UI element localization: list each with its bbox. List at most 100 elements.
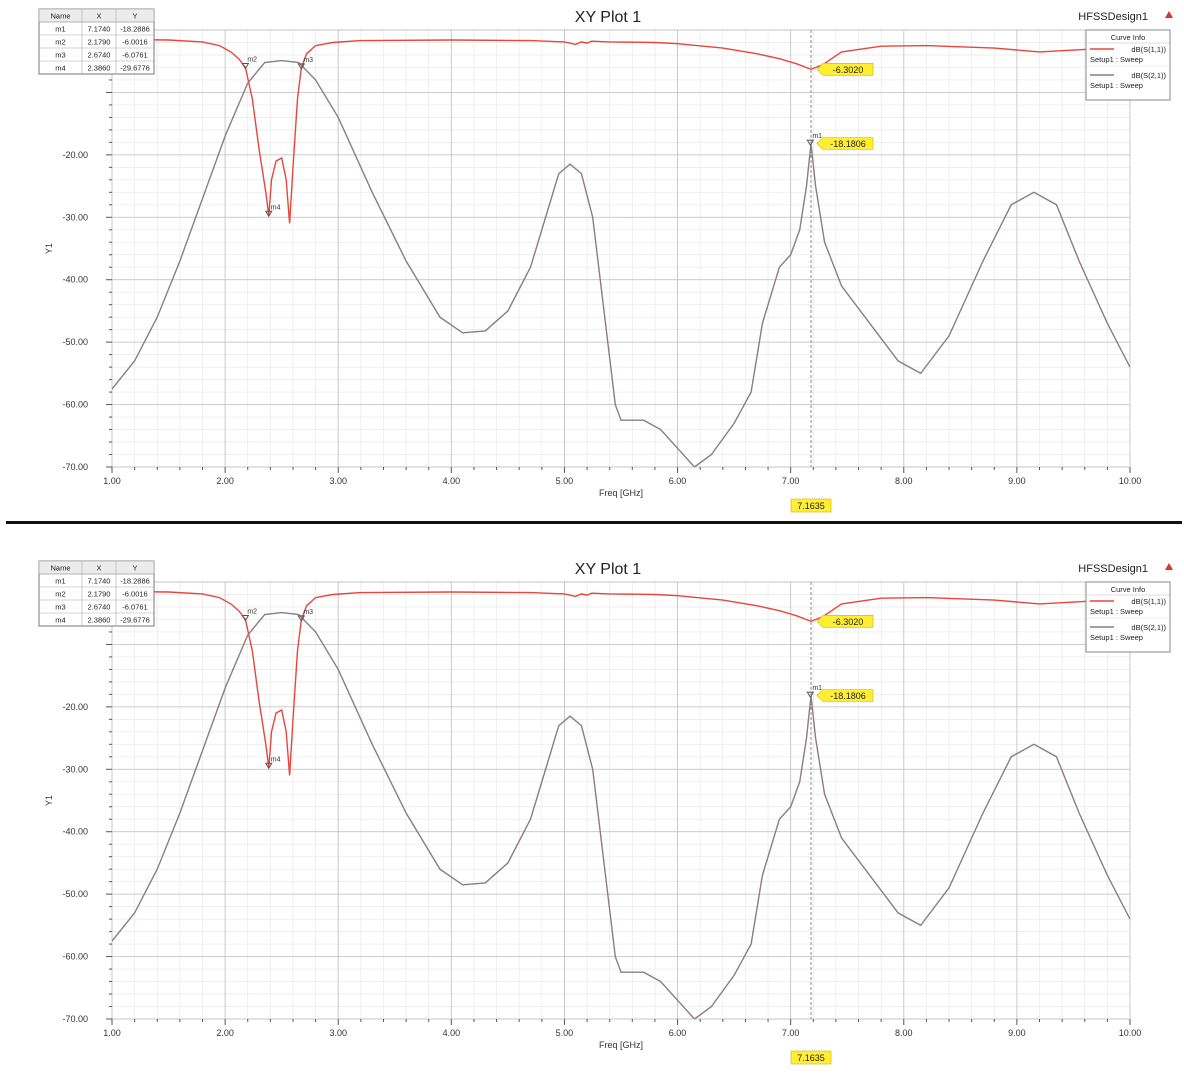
marker-table-cell: -6.0761 xyxy=(122,51,147,60)
marker-triangle-icon[interactable] xyxy=(264,762,273,770)
marker-triangle-icon[interactable] xyxy=(806,139,815,147)
legend-entry-setup: Setup1 : Sweep xyxy=(1090,55,1143,64)
marker-label: m2 xyxy=(247,608,257,615)
legend-box[interactable] xyxy=(1085,581,1171,653)
marker-table-cell: m2 xyxy=(55,590,65,599)
marker-label: m3 xyxy=(303,57,313,64)
major-grid xyxy=(111,581,1131,1020)
x-tick-label: 10.00 xyxy=(1119,1028,1142,1038)
cursor-label: 7.1635 xyxy=(797,501,825,511)
marker-table-header: X xyxy=(96,12,101,21)
series-line-s11 xyxy=(112,38,1130,224)
x-tick-label: 1.00 xyxy=(103,1028,121,1038)
value-label: -6.3020 xyxy=(833,617,864,627)
y-tick-label: -20.00 xyxy=(62,150,88,160)
x-tick-label: 6.00 xyxy=(669,476,687,486)
y-tick-label: -50.00 xyxy=(62,337,88,347)
marker-table-header: X xyxy=(96,564,101,573)
legend-box[interactable] xyxy=(1085,29,1171,101)
x-tick-label: 5.00 xyxy=(556,476,574,486)
legend-entry-name: dB(S(1,1)) xyxy=(1131,45,1166,54)
series-line-s21 xyxy=(112,611,1130,1019)
chart-title: XY Plot 1 xyxy=(575,9,642,26)
marker-table-grid xyxy=(39,9,154,74)
y-tick-label: -60.00 xyxy=(62,952,88,962)
marker-table-cell: -6.0761 xyxy=(122,603,147,612)
marker-table-cell: -29.6776 xyxy=(120,616,150,625)
x-tick-label: 7.00 xyxy=(782,1028,800,1038)
x-tick-label: 4.00 xyxy=(443,1028,461,1038)
design-label: HFSSDesign1 xyxy=(1078,563,1148,575)
xy-plot-chart: 1.00 2.00 3.00 4.00 5.00 6.00 7.00 8.00 9.00 10.0… xyxy=(38,560,1173,1065)
value-label-tag xyxy=(816,137,874,150)
x-tick-label: 3.00 xyxy=(329,1028,347,1038)
marker-table-cell: 7.1740 xyxy=(88,577,111,586)
marker-table-cell: m1 xyxy=(55,25,65,34)
marker-triangle-icon[interactable] xyxy=(241,614,250,622)
marker-table-cell: m4 xyxy=(55,64,65,73)
cursor-label-box xyxy=(790,1050,832,1065)
y-tick-label: -50.00 xyxy=(62,889,88,899)
marker-table-cell: 7.1740 xyxy=(88,25,111,34)
legend-entry-name: dB(S(2,1)) xyxy=(1131,71,1166,80)
x-tick-label: 7.00 xyxy=(782,476,800,486)
y-tick-label: -40.00 xyxy=(62,827,88,837)
x-tick-label: 10.00 xyxy=(1119,476,1142,486)
ansys-logo-icon xyxy=(1165,11,1173,18)
legend-entry-setup: Setup1 : Sweep xyxy=(1090,633,1143,642)
x-tick-label: 2.00 xyxy=(216,476,234,486)
marker-triangle-icon[interactable] xyxy=(297,615,306,622)
x-tick-label: 6.00 xyxy=(669,1028,687,1038)
x-tick-label: 2.00 xyxy=(216,1028,234,1038)
y-axis-label: Y1 xyxy=(44,243,54,254)
x-tick-label: 3.00 xyxy=(329,476,347,486)
marker-table-grid xyxy=(39,561,154,626)
xy-plot-panel-bottom: 1.00 2.00 3.00 4.00 5.00 6.00 7.00 8.00 9.00 10.0… xyxy=(0,552,1184,1072)
marker-table-header: Y xyxy=(132,12,137,21)
marker-table-cell: 2.1790 xyxy=(88,38,111,47)
design-label: HFSSDesign1 xyxy=(1078,11,1148,23)
value-label-tag xyxy=(816,689,874,702)
value-label: -18.1806 xyxy=(830,691,866,701)
value-label-tag xyxy=(816,63,874,76)
marker-triangle-icon[interactable] xyxy=(297,63,306,70)
chart-title: XY Plot 1 xyxy=(575,561,642,578)
x-tick-label: 9.00 xyxy=(1008,1028,1026,1038)
y-tick-label: -20.00 xyxy=(62,702,88,712)
x-tick-label: 9.00 xyxy=(1008,476,1026,486)
y-tick-label: -30.00 xyxy=(62,212,88,222)
y-tick-label: -60.00 xyxy=(62,400,88,410)
x-tick-label: 5.00 xyxy=(556,1028,574,1038)
x-tick-label: 1.00 xyxy=(103,476,121,486)
marker-table-cell: -18.2886 xyxy=(120,577,150,586)
marker-triangle-icon[interactable] xyxy=(241,62,250,70)
legend-entry-name: dB(S(1,1)) xyxy=(1131,597,1166,606)
x-tick-label: 8.00 xyxy=(895,476,913,486)
marker-table-cell: 2.3860 xyxy=(88,64,111,73)
y-tick-label: -40.00 xyxy=(62,275,88,285)
y-tick-label: -30.00 xyxy=(62,764,88,774)
y-tick-label: -70.00 xyxy=(62,462,88,472)
legend-entry-setup: Setup1 : Sweep xyxy=(1090,607,1143,616)
x-axis-label: Freq [GHz] xyxy=(599,488,643,498)
ansys-logo-icon xyxy=(1165,563,1173,570)
marker-triangle-icon[interactable] xyxy=(264,210,273,218)
marker-table-cell: -6.0016 xyxy=(122,38,147,47)
marker-triangle-icon[interactable] xyxy=(806,691,815,699)
marker-table-cell: 2.6740 xyxy=(88,51,111,60)
value-label: -18.1806 xyxy=(830,139,866,149)
axis-ticks xyxy=(106,29,1131,473)
y-axis-label: Y1 xyxy=(44,795,54,806)
marker-label: m2 xyxy=(247,56,257,63)
x-tick-label: 8.00 xyxy=(895,1028,913,1038)
legend-title: Curve Info xyxy=(1111,33,1146,42)
marker-table-header: Name xyxy=(50,12,70,21)
legend-entry-setup: Setup1 : Sweep xyxy=(1090,81,1143,90)
marker-label: m4 xyxy=(271,756,281,763)
marker-label: m1 xyxy=(812,685,822,692)
xy-plot-panel-top: 1.00 2.00 3.00 4.00 5.00 6.00 7.00 8.00 9.00 10.0… xyxy=(0,0,1184,520)
x-axis-label: Freq [GHz] xyxy=(599,1040,643,1050)
plot-area xyxy=(111,29,1131,468)
marker-label: m3 xyxy=(303,609,313,616)
marker-table-cell: m3 xyxy=(55,603,65,612)
